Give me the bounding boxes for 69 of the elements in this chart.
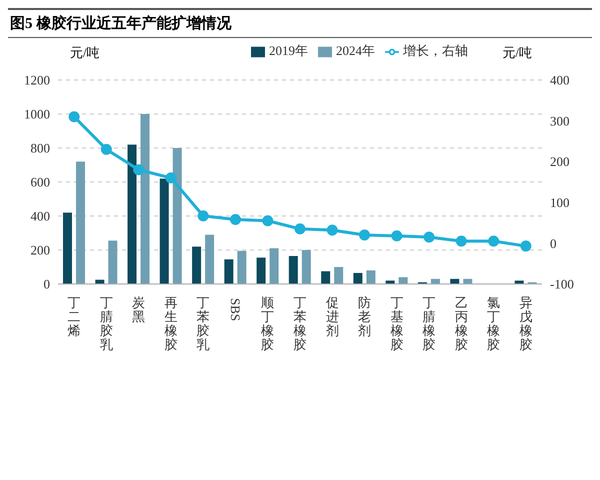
x-tick-label: 再生橡胶 [164, 295, 178, 352]
y-tick-label: 600 [30, 174, 50, 190]
point [68, 111, 80, 122]
x-tick-label: 异戊橡胶 [519, 295, 532, 352]
point [488, 236, 500, 247]
x-tick-label: 丁二烯 [68, 295, 81, 338]
y2-axis-title: 元/吨 [502, 44, 532, 60]
y2-tick-label: 300 [550, 113, 570, 128]
bar [224, 259, 234, 284]
x-tick-label: SBS [228, 298, 243, 322]
bar [366, 270, 376, 284]
point [456, 236, 467, 247]
y-tick-label: 1000 [24, 106, 50, 122]
bar [192, 246, 202, 284]
bar [205, 234, 214, 284]
y2-tick-label: 0 [550, 236, 556, 251]
bar [237, 250, 246, 284]
chart-title: 图5 橡胶行业近五年产能扩增情况 [8, 8, 592, 38]
bar [321, 271, 330, 284]
bar [140, 114, 150, 284]
point [391, 230, 402, 242]
x-tick-label: 顺丁橡胶 [261, 295, 274, 352]
y-tick-label: 800 [30, 140, 50, 156]
bar [398, 277, 408, 284]
legend-label: 增长，右轴 [403, 43, 468, 58]
point [100, 144, 112, 155]
bar [353, 272, 362, 284]
x-tick-label: 丁腈胶乳 [100, 295, 113, 352]
legend-label: 2024年 [336, 43, 375, 58]
x-tick-label: 丁苯橡胶 [294, 295, 306, 352]
y-tick-label: 200 [30, 242, 50, 258]
point [326, 224, 338, 236]
point [294, 223, 306, 234]
x-tick-label: 丁苯胶乳 [196, 295, 210, 352]
point [262, 215, 274, 226]
x-tick-label: 丁腈橡胶 [422, 295, 436, 352]
x-tick-label: 氯丁橡胶 [487, 295, 500, 352]
x-tick-label: 防老剂 [358, 295, 372, 338]
bar [76, 162, 85, 284]
y2-tick-label: 100 [550, 195, 570, 210]
bar [334, 267, 344, 284]
point [133, 164, 144, 176]
point [230, 214, 241, 226]
bar [256, 258, 266, 284]
bar [172, 148, 182, 284]
legend-label: 2019年 [269, 43, 308, 58]
bar [270, 248, 279, 284]
point [359, 230, 370, 241]
y2-tick-label: 200 [550, 154, 570, 170]
y-tick-label: 1200 [24, 72, 50, 88]
bar [108, 240, 118, 284]
x-tick-label: 乙丙橡胶 [454, 295, 468, 352]
x-tick-label: 促进剂 [326, 295, 339, 338]
y-tick-label: 0 [44, 276, 50, 292]
x-tick-label: 炭黑 [132, 295, 146, 324]
bar [288, 256, 298, 284]
bar [302, 250, 311, 284]
bar [63, 212, 72, 284]
y-tick-label: 400 [30, 208, 50, 224]
bar [128, 144, 137, 284]
y-axis-title: 元/吨 [70, 44, 100, 60]
point [520, 240, 532, 252]
point [424, 232, 435, 243]
y2-tick-label: -100 [550, 276, 574, 292]
point [165, 172, 176, 184]
y2-tick-label: 400 [550, 72, 570, 88]
x-tick-label: 丁基橡胶 [390, 295, 404, 352]
point [198, 210, 209, 222]
bar [160, 178, 169, 284]
